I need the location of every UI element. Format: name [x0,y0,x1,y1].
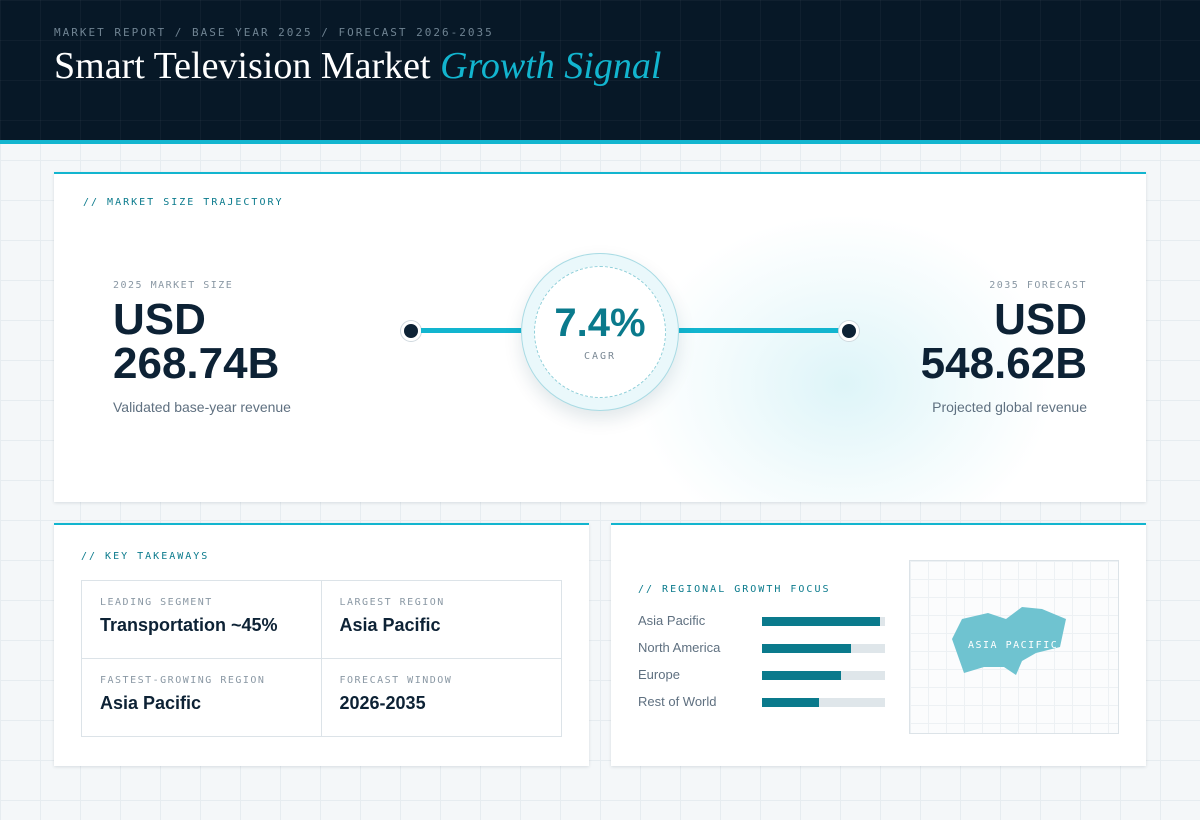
forecast-value: USD 548.62B [920,295,1087,388]
bar-fill [762,671,841,680]
cagr-label: CAGR [583,351,617,362]
takeaway-fastest-growing-region: FASTEST-GROWING REGION Asia Pacific [82,658,322,736]
asia-pacific-map-shape [952,607,1066,675]
base-year-value: USD 268.74B [113,295,280,388]
regional-bar-row: Asia Pacific [638,613,886,640]
regional-bar-row: Rest of World [638,694,886,721]
takeaway-value: Transportation ~45% [100,615,278,635]
end-point-marker [839,321,859,341]
title-accent: Growth Signal [440,45,662,87]
takeaways-label: // KEY TAKEAWAYS [81,551,210,562]
regional-bar-row: Europe [638,667,886,694]
map-region-label: ASIA PACIFIC [968,640,1059,651]
report-breadcrumb: MARKET REPORT / BASE YEAR 2025 / FORECAS… [54,26,494,39]
region-name: Rest of World [638,694,717,709]
market-size-trajectory-card: // MARKET SIZE TRAJECTORY 2025 MARKET SI… [54,172,1146,502]
takeaway-value: Asia Pacific [100,692,202,713]
trajectory-label: // MARKET SIZE TRAJECTORY [83,197,284,208]
trajectory-line-left [421,328,521,333]
takeaway-value: Asia Pacific [339,615,441,635]
takeaway-label: LEADING SEGMENT [100,597,213,608]
takeaway-label: LARGEST REGION [339,597,445,608]
report-header: MARKET REPORT / BASE YEAR 2025 / FORECAS… [0,0,1200,144]
region-name: Asia Pacific [638,613,706,628]
bar-track [762,644,885,653]
takeaway-label: FASTEST-GROWING REGION [100,674,266,686]
takeaway-forecast-window: FORECAST WINDOW 2026-2035 [322,659,562,737]
start-point-marker [401,321,421,341]
trajectory-line-right [679,328,839,333]
base-year-label: 2025 MARKET SIZE [113,280,234,291]
bar-fill [762,617,881,626]
bar-track [762,617,885,626]
title-main: Smart Television Market [54,45,431,87]
regional-label: // REGIONAL GROWTH FOCUS [638,584,831,595]
bar-fill [762,644,851,653]
forecast-caption: Projected global revenue [932,399,1087,415]
takeaway-value: 2026-2035 [339,692,426,713]
background-glow [634,214,1054,502]
regional-bar-row: North America [638,640,886,667]
base-year-caption: Validated base-year revenue [113,399,291,415]
region-map: ASIA PACIFIC [909,560,1119,734]
key-takeaways-card: // KEY TAKEAWAYS LEADING SEGMENT Transpo… [54,523,589,766]
region-name: North America [638,640,721,655]
regional-growth-card: // REGIONAL GROWTH FOCUS Asia Pacific No… [611,523,1146,766]
cagr-badge: 7.4% CAGR [521,253,679,411]
takeaway-leading-segment: LEADING SEGMENT Transportation ~45% [82,581,322,659]
takeaway-largest-region: LARGEST REGION Asia Pacific [321,581,561,659]
page-title: Smart Television Market Growth Signal [54,44,661,88]
cagr-badge-inner: 7.4% CAGR [534,266,666,398]
regional-bar-list: Asia Pacific North America Europe Rest o… [638,613,886,721]
region-name: Europe [638,667,680,682]
bar-fill [762,698,819,707]
takeaway-label: FORECAST WINDOW [339,674,453,686]
bar-track [762,698,885,707]
takeaways-grid: LEADING SEGMENT Transportation ~45% LARG… [81,580,562,737]
forecast-label: 2035 FORECAST [989,280,1087,291]
cagr-value: 7.4% [554,301,646,345]
bar-track [762,671,885,680]
